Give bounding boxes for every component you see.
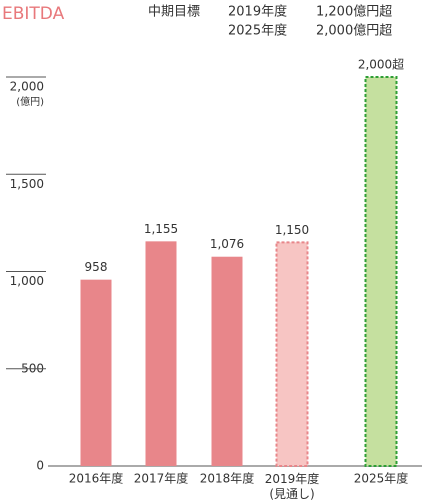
target-label: 中期目標	[148, 5, 200, 20]
bar	[80, 279, 112, 466]
y-tick-label: 2,000	[10, 80, 44, 94]
value-label: 2,000超	[358, 57, 404, 72]
target-year: 2019年度	[228, 4, 287, 20]
target-value: 1,200億円超	[316, 4, 392, 20]
y-tick-label: 1,000	[10, 274, 44, 288]
bar	[145, 241, 177, 466]
y-tick-label: 1,500	[10, 177, 44, 191]
x-tick-label: 2017年度	[134, 471, 189, 486]
value-label: 958	[85, 260, 108, 274]
x-tick-label: 2016年度	[69, 471, 124, 486]
x-tick-label: 2025年度	[354, 471, 409, 486]
value-label: 1,150	[275, 223, 309, 237]
x-tick-label: 2019年度(見通し)	[265, 471, 320, 501]
target-year: 2025年度	[228, 23, 287, 39]
bar	[211, 256, 243, 466]
x-tick-label: 2018年度	[200, 471, 255, 486]
y-unit: (億円)	[16, 95, 44, 108]
bar	[275, 241, 309, 467]
bar	[364, 76, 398, 467]
value-label: 1,076	[210, 237, 244, 251]
y-tick-label: 0	[36, 459, 44, 473]
value-label: 1,155	[144, 222, 178, 236]
target-value: 2,000億円超	[316, 23, 392, 39]
chart-title: EBITDA	[2, 4, 65, 24]
